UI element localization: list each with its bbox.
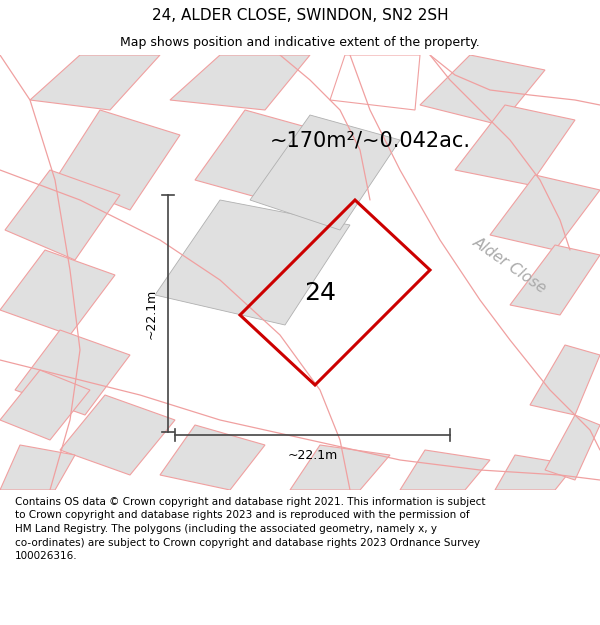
Polygon shape — [0, 445, 75, 490]
Polygon shape — [30, 55, 160, 110]
Polygon shape — [490, 175, 600, 250]
Polygon shape — [495, 455, 575, 490]
Polygon shape — [455, 105, 575, 185]
Polygon shape — [530, 345, 600, 415]
Polygon shape — [60, 395, 175, 475]
Polygon shape — [195, 110, 335, 205]
Text: Contains OS data © Crown copyright and database right 2021. This information is : Contains OS data © Crown copyright and d… — [15, 497, 485, 561]
Polygon shape — [0, 370, 90, 440]
Polygon shape — [510, 245, 600, 315]
Polygon shape — [170, 55, 310, 110]
Polygon shape — [290, 445, 390, 490]
Text: Map shows position and indicative extent of the property.: Map shows position and indicative extent… — [120, 36, 480, 49]
Polygon shape — [15, 330, 130, 415]
Polygon shape — [155, 200, 350, 325]
Text: ~170m²/~0.042ac.: ~170m²/~0.042ac. — [270, 130, 471, 150]
Polygon shape — [330, 55, 420, 110]
Text: ~22.1m: ~22.1m — [287, 449, 338, 462]
Polygon shape — [250, 115, 400, 230]
Polygon shape — [160, 425, 265, 490]
Text: 24, ALDER CLOSE, SWINDON, SN2 2SH: 24, ALDER CLOSE, SWINDON, SN2 2SH — [152, 8, 448, 23]
Polygon shape — [420, 55, 545, 125]
Polygon shape — [55, 110, 180, 210]
Text: Alder Close: Alder Close — [470, 234, 550, 296]
Polygon shape — [5, 170, 120, 260]
Text: ~22.1m: ~22.1m — [145, 288, 158, 339]
Polygon shape — [0, 250, 115, 335]
Polygon shape — [400, 450, 490, 490]
Text: 24: 24 — [304, 281, 336, 304]
Polygon shape — [545, 415, 600, 480]
